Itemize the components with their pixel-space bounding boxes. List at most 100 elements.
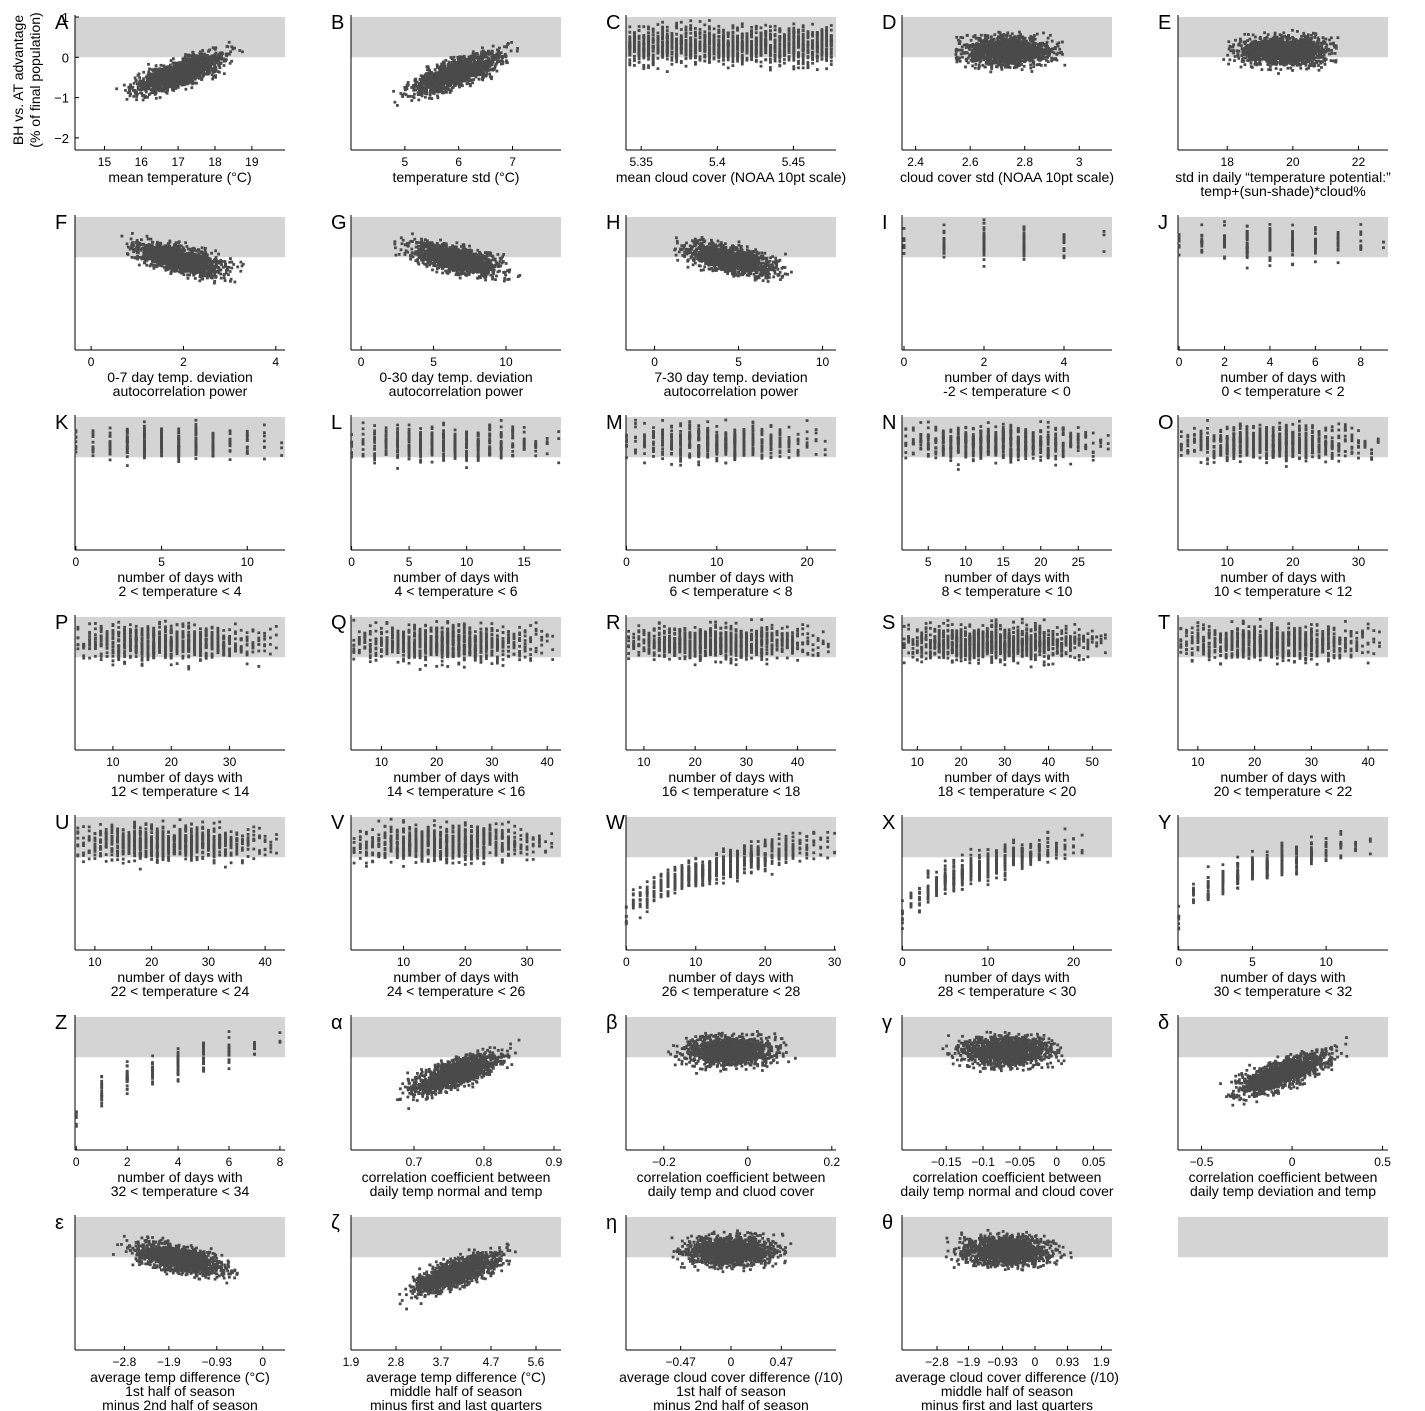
- data-point: [736, 43, 739, 47]
- band: [626, 17, 836, 58]
- data-point: [202, 55, 206, 59]
- data-point: [209, 55, 213, 59]
- data-point: [684, 32, 688, 36]
- data-point: [726, 31, 730, 35]
- data-point: [797, 35, 800, 38]
- data-point: [731, 58, 735, 62]
- data-point: [656, 37, 660, 41]
- data-point: [440, 76, 444, 79]
- data-point: [722, 58, 725, 62]
- data-point: [166, 80, 170, 84]
- data-point: [665, 40, 669, 44]
- data-point: [176, 82, 180, 86]
- data-point: [797, 66, 800, 70]
- data-point: [708, 39, 711, 42]
- data-point: [165, 65, 169, 69]
- data-point: [136, 74, 140, 77]
- data-point: [452, 75, 455, 79]
- data-point: [787, 51, 791, 54]
- data-point: [413, 79, 417, 82]
- data-point: [726, 39, 730, 43]
- data-point: [745, 38, 749, 42]
- data-point: [430, 75, 434, 78]
- data-point: [974, 62, 978, 66]
- data-point: [773, 59, 777, 63]
- data-point: [207, 55, 211, 59]
- data-point: [722, 28, 725, 32]
- data-point: [171, 88, 174, 91]
- data-point: [483, 63, 487, 67]
- data-point: [211, 69, 215, 73]
- data-point: [820, 32, 824, 36]
- data-point: [184, 87, 188, 91]
- data-point: [665, 57, 669, 61]
- data-point: [717, 38, 721, 42]
- data-point: [474, 74, 478, 78]
- data-point: [745, 47, 749, 51]
- data-point: [470, 65, 473, 69]
- data-point: [467, 60, 471, 64]
- data-point: [811, 22, 814, 26]
- data-point: [497, 56, 501, 60]
- data-point: [204, 72, 207, 76]
- data-point: [778, 35, 782, 39]
- data-point: [801, 38, 805, 42]
- data-point: [736, 51, 739, 54]
- data-point: [769, 68, 772, 72]
- data-point: [442, 69, 446, 73]
- data-point: [628, 40, 632, 44]
- data-point: [708, 60, 711, 64]
- data-point: [633, 46, 636, 50]
- data-point: [222, 64, 226, 67]
- data-point: [661, 45, 664, 48]
- data-point: [418, 77, 422, 81]
- data-point: [467, 76, 471, 80]
- data-point: [764, 35, 768, 38]
- data-point: [183, 76, 187, 79]
- data-point: [164, 76, 168, 79]
- data-point: [199, 70, 203, 73]
- data-point: [166, 88, 169, 92]
- data-point: [642, 25, 646, 29]
- data-point: [764, 51, 768, 55]
- data-point: [152, 78, 155, 82]
- data-point: [207, 64, 211, 67]
- data-point: [445, 74, 448, 78]
- data-point: [712, 47, 716, 51]
- data-point: [466, 75, 469, 79]
- data-point: [773, 57, 777, 61]
- data-point: [773, 41, 777, 44]
- data-point: [736, 47, 739, 51]
- data-point: [166, 72, 170, 76]
- data-point: [214, 51, 218, 55]
- data-point: [806, 31, 810, 35]
- data-point: [829, 50, 833, 54]
- data-point: [764, 38, 768, 42]
- data-point: [165, 67, 169, 71]
- data-point: [429, 87, 432, 91]
- data-point: [442, 78, 446, 82]
- data-point: [167, 85, 171, 89]
- data-point: [740, 62, 744, 66]
- data-point: [174, 74, 178, 77]
- data-point: [801, 29, 805, 32]
- data-point: [750, 44, 753, 48]
- data-point: [178, 63, 182, 66]
- data-point: [188, 77, 192, 81]
- data-point: [449, 82, 452, 86]
- data-point: [736, 26, 739, 30]
- data-point: [820, 47, 824, 51]
- data-point: [490, 77, 493, 81]
- data-point: [459, 74, 463, 77]
- data-point: [210, 59, 214, 62]
- data-point: [670, 50, 674, 54]
- data-point: [989, 70, 993, 74]
- data-point: [703, 46, 707, 50]
- data-point: [703, 23, 707, 27]
- data-point: [769, 60, 772, 64]
- data-point: [806, 66, 810, 69]
- data-point: [811, 56, 814, 59]
- data-point: [787, 56, 791, 60]
- data-point: [726, 46, 730, 49]
